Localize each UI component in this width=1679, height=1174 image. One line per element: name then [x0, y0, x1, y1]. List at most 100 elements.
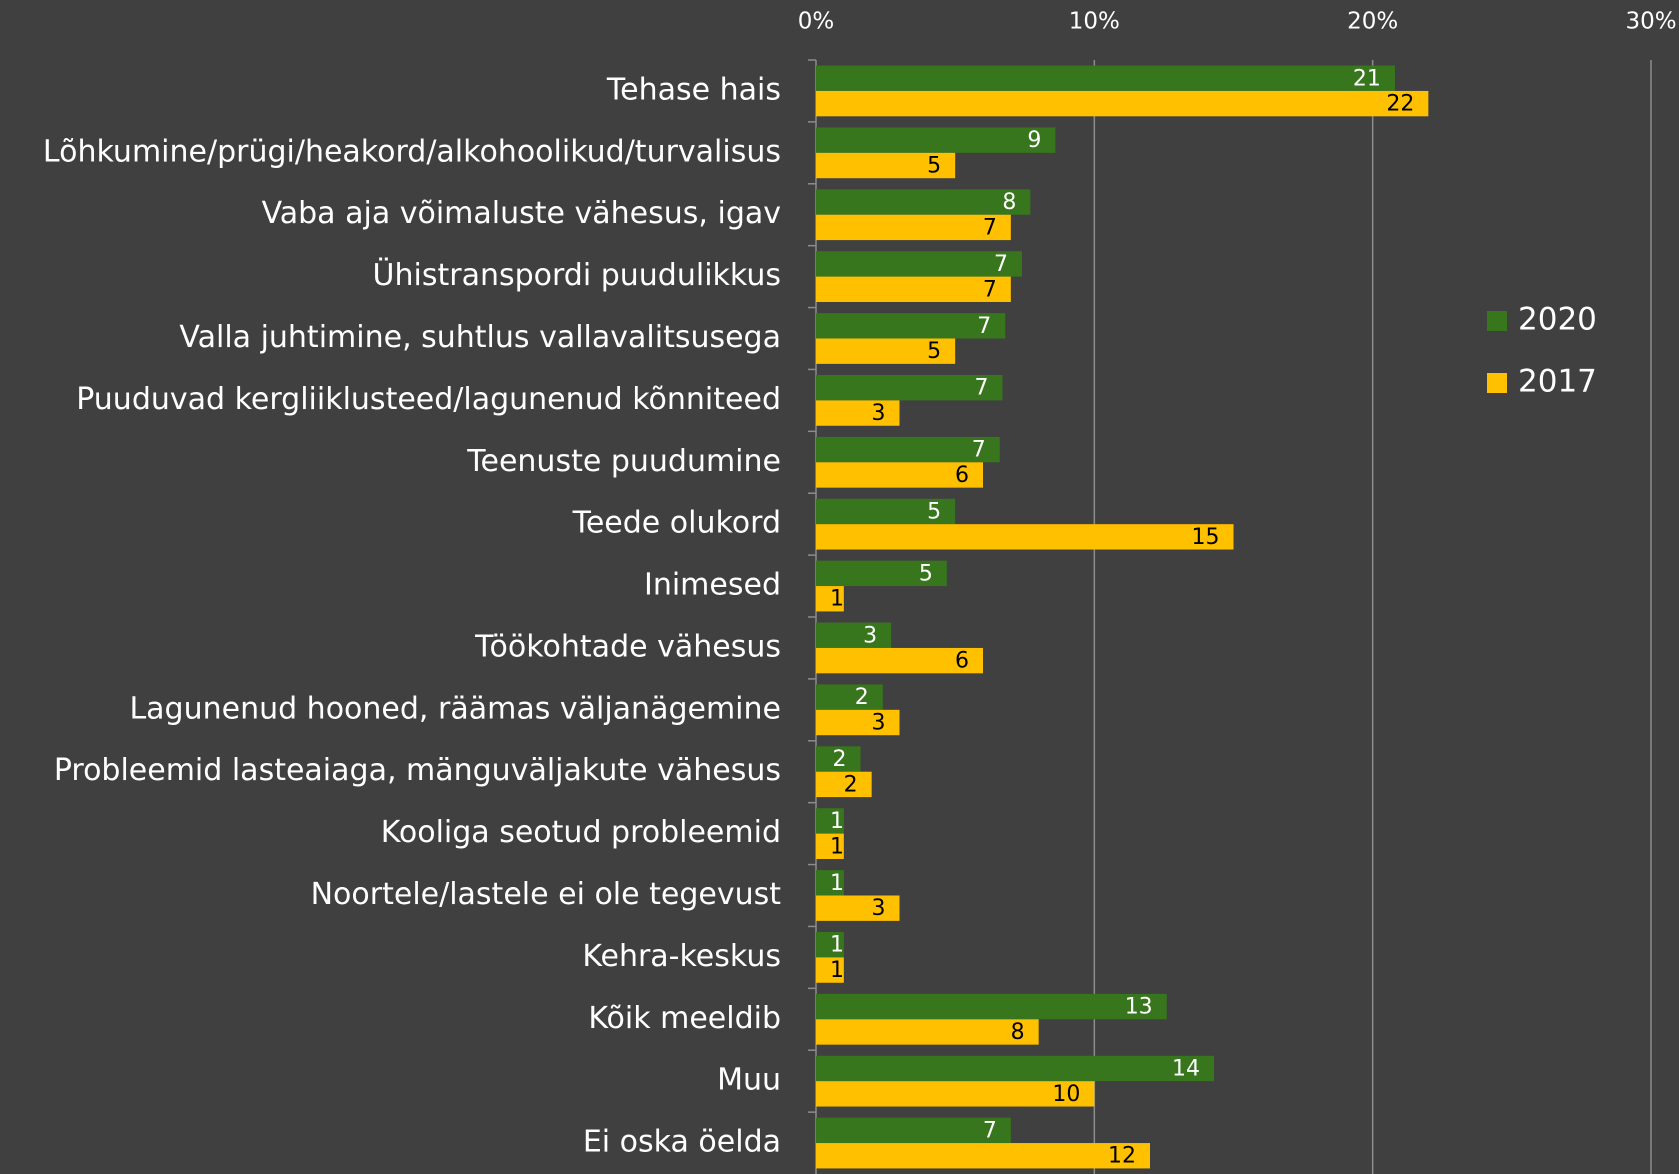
- x-tick-label: 10%: [1069, 9, 1120, 35]
- category-label: Puuduvad kergliiklusteed/lagunenud kõnni…: [76, 382, 781, 417]
- bar: [816, 1019, 1039, 1045]
- x-tick-label: 30%: [1625, 9, 1676, 35]
- data-label: 1: [830, 834, 844, 859]
- bar: [816, 276, 1011, 302]
- data-label: 2: [855, 685, 869, 710]
- data-label: 3: [863, 623, 877, 648]
- category-label: Kehra-keskus: [582, 939, 781, 974]
- bar: [816, 524, 1234, 550]
- bar: [816, 808, 844, 834]
- category-label: Teenuste puudumine: [466, 444, 781, 479]
- data-label: 14: [1172, 1056, 1200, 1081]
- data-label: 13: [1125, 995, 1153, 1020]
- data-label: 2: [833, 747, 847, 772]
- category-label: Töökohtade vähesus: [474, 629, 781, 664]
- bar: [816, 462, 983, 488]
- bar: [816, 709, 900, 736]
- bar: [816, 684, 883, 710]
- data-label: 3: [872, 711, 886, 736]
- bar: [816, 313, 1006, 339]
- data-label: 1: [830, 587, 844, 612]
- data-label: 10: [1052, 1082, 1080, 1107]
- legend-label: 2017: [1518, 364, 1597, 400]
- category-label: Teede olukord: [572, 506, 781, 541]
- data-label: 2: [844, 772, 858, 797]
- bar: [816, 870, 844, 896]
- bar: [816, 498, 956, 525]
- legend-label: 2020: [1518, 302, 1597, 338]
- bar: [816, 560, 947, 587]
- data-label: 5: [919, 561, 933, 586]
- data-label: 7: [983, 1118, 997, 1143]
- data-label: 7: [994, 252, 1008, 277]
- bar: [816, 65, 1395, 91]
- category-label: Tehase hais: [606, 72, 781, 107]
- bar: [816, 338, 956, 364]
- bar: [816, 833, 844, 859]
- data-label: 3: [872, 401, 886, 426]
- bar: [816, 957, 844, 983]
- data-label: 3: [872, 896, 886, 921]
- category-label: Probleemid lasteaiaga, mänguväljakute vä…: [54, 753, 781, 788]
- bar: [816, 771, 872, 798]
- data-label: 5: [927, 154, 941, 179]
- bar: [816, 127, 1056, 153]
- data-label: 8: [1002, 190, 1016, 215]
- bar: [816, 1117, 1011, 1144]
- bar: [816, 932, 844, 958]
- bar: [816, 251, 1022, 277]
- bar: [816, 152, 956, 179]
- data-label: 6: [955, 463, 969, 488]
- category-label: Kõik meeldib: [588, 1001, 781, 1036]
- category-label: Noortele/lastele ei ole tegevust: [311, 877, 782, 912]
- data-label: 1: [830, 809, 844, 834]
- data-label: 6: [955, 649, 969, 674]
- bar: [816, 1143, 1150, 1169]
- data-label: 7: [974, 376, 988, 401]
- bar: [816, 993, 1167, 1020]
- category-label: Muu: [717, 1063, 781, 1098]
- data-label: 7: [977, 314, 991, 339]
- data-label: 7: [983, 277, 997, 302]
- x-tick-label: 20%: [1347, 9, 1398, 35]
- bar: [816, 400, 900, 426]
- category-label: Inimesed: [644, 568, 781, 603]
- data-label: 7: [983, 215, 997, 240]
- category-label: Valla juhtimine, suhtlus vallavalitsuseg…: [179, 320, 781, 355]
- category-label: Lagunenud hooned, räämas väljanägemine: [129, 691, 781, 726]
- category-label: Vaba aja võimaluste vähesus, igav: [262, 196, 781, 231]
- data-label: 1: [830, 958, 844, 983]
- x-tick-label: 0%: [798, 9, 835, 35]
- bar: [816, 622, 892, 648]
- legend-swatch: [1487, 311, 1507, 331]
- data-label: 5: [927, 339, 941, 364]
- bar: [816, 90, 1429, 117]
- bar: [816, 1081, 1095, 1107]
- bar: [816, 1055, 1215, 1082]
- category-label: Ühistranspordi puudulikkus: [373, 257, 781, 293]
- bar: [816, 189, 1031, 215]
- bar: [816, 895, 900, 921]
- legend-swatch: [1487, 373, 1507, 393]
- bar: [816, 586, 844, 612]
- data-label: 7: [972, 438, 986, 463]
- category-label: Kooliga seotud probleemid: [381, 815, 781, 850]
- category-label: Lõhkumine/prügi/heakord/alkohoolikud/tur…: [43, 134, 781, 169]
- bar: [816, 214, 1011, 241]
- bar: [816, 647, 983, 674]
- data-label: 15: [1192, 525, 1220, 550]
- category-label: Ei oska öelda: [583, 1125, 781, 1160]
- data-label: 9: [1027, 128, 1041, 153]
- data-label: 21: [1353, 66, 1381, 91]
- data-label: 8: [1011, 1020, 1025, 1045]
- data-label: 5: [927, 499, 941, 524]
- bar: [816, 375, 1003, 401]
- bar: [816, 436, 1000, 463]
- data-label: 22: [1386, 92, 1414, 117]
- data-label: 1: [830, 871, 844, 896]
- bar: [816, 746, 861, 772]
- data-label: 12: [1108, 1144, 1136, 1169]
- data-label: 1: [830, 933, 844, 958]
